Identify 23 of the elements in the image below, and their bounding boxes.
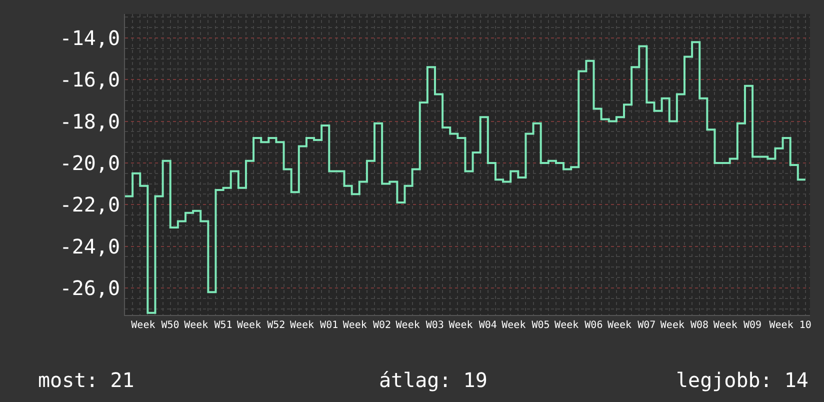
x-tick-label: Week W01 [290, 320, 338, 331]
text: átlag: 19 [379, 368, 488, 392]
y-tick-label: -24,0 [60, 234, 120, 258]
y-tick-label: -20,0 [60, 150, 120, 175]
x-tick-label: Week W09 [713, 320, 762, 331]
x-tick-label: Week W07 [607, 320, 656, 331]
x-tick-label: Week W03 [396, 320, 444, 331]
y-tick-label: -22,0 [60, 192, 120, 217]
x-tick-label: Week W02 [342, 320, 392, 331]
x-tick-label: Week W08 [660, 320, 709, 331]
x-tick-label: Week W04 [448, 320, 497, 331]
x-tick-label: Week W52 [237, 320, 286, 331]
x-tick-label: Week 10 [769, 320, 812, 331]
x-tick-label: Week W51 [184, 320, 232, 331]
text: legjobb: 14 [676, 368, 808, 392]
y-tick-label: -18,0 [60, 109, 120, 134]
x-tick-label: Week W50 [131, 320, 180, 331]
x-tick-label: Week W05 [502, 320, 550, 331]
y-tick-label: -14,0 [60, 26, 120, 50]
x-tick-label: Week W06 [554, 320, 603, 331]
y-tick-label: -16,0 [60, 68, 120, 92]
text: most: 21 [38, 368, 134, 392]
y-tick-label: -26,0 [60, 276, 120, 300]
